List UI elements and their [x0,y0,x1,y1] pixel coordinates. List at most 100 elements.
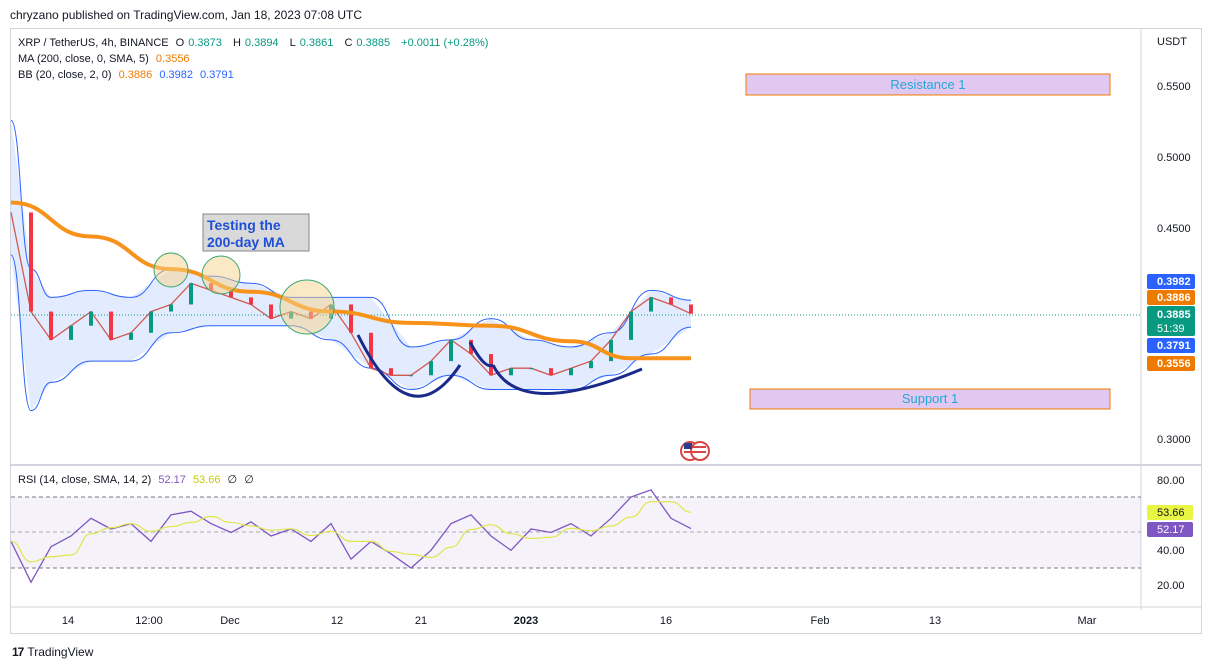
candle [389,368,393,376]
candle [669,297,673,305]
time-tick: Dec [220,615,240,627]
bb-legend[interactable]: BB (20, close, 2, 0) 0.3886 0.3982 0.379… [18,69,238,81]
rsi-tag-value [1147,522,1193,537]
candle [589,361,593,369]
test-circle-1[interactable] [153,252,189,288]
price-tag-ma [1147,356,1195,371]
ma-legend[interactable]: MA (200, close, 0, SMA, 5) 0.3556 [18,53,194,65]
time-tick: 16 [660,615,672,627]
candle [69,325,73,340]
footer-branding[interactable]: 17 TradingView [12,645,93,659]
time-tick: 12:00 [135,615,163,627]
candle [469,339,473,355]
candle [249,297,253,305]
candle [649,297,653,312]
rsi-tick: 40.00 [1157,545,1185,557]
callout-line-1: Testing the [207,217,281,233]
rsi-tag-ma-text: 53.66 [1157,507,1185,519]
support-label: Support 1 [902,391,958,406]
support-zone[interactable] [749,388,1111,410]
bb-legend-upper: 0.3982 [159,69,193,81]
price-axis-currency: USDT [1157,36,1187,48]
candle [269,304,273,319]
symbol-name[interactable]: XRP / TetherUS, 4h, BINANCE [18,37,169,49]
test-circle-3[interactable] [279,279,335,335]
candle [509,368,513,376]
rsi-tag-ma [1147,505,1193,520]
candle [369,332,373,369]
price-tag-last [1147,306,1195,336]
candle [29,212,33,312]
rsi-legend-na-1: ∅ [227,474,238,486]
candle [409,375,413,377]
rsi-tick: 20.00 [1157,580,1185,592]
time-tick: 12 [331,615,343,627]
ma-legend-value: 0.3556 [155,53,190,65]
tradingview-logo-icon: 17 [12,645,24,659]
flag-icon[interactable] [680,441,710,461]
price-tag-last-text: 0.3885 [1157,309,1191,321]
ohlc-open: O 0.3873 [175,37,222,49]
candle [349,304,353,333]
price-tick: 0.5000 [1157,152,1191,164]
price-tag-bb-lower [1147,338,1195,353]
rsi-legend-value: 52.17 [158,474,186,486]
time-tick: Mar [1078,615,1097,627]
rsi-tick: 80.00 [1157,475,1185,487]
price-tag-bb-lower-text: 0.3791 [1157,340,1191,352]
candle [449,339,453,362]
callout-line-2: 200-day MA [207,234,285,250]
time-tick: 14 [62,615,74,627]
rsi-line [10,489,692,584]
candle [629,311,633,340]
pattern-head[interactable] [468,341,494,368]
time-tick: 21 [415,615,427,627]
time-tick: Feb [811,615,830,627]
candle [169,304,173,312]
time-tick: 13 [929,615,941,627]
price-tick: 0.4500 [1157,223,1191,235]
chart-frame [10,28,1202,634]
candle [689,304,693,314]
price-tick: 0.3000 [1157,434,1191,446]
ma-legend-label: MA (200, close, 0, SMA, 5) [18,53,149,65]
candle [89,311,93,326]
resistance-zone[interactable] [745,73,1111,96]
resistance-label: Resistance 1 [890,77,965,92]
candle [569,368,573,376]
callout-box[interactable] [202,213,310,252]
candle [189,283,193,305]
symbol-legend: XRP / TetherUS, 4h, BINANCE O 0.3873 H 0.3… [18,37,492,49]
test-circle-2[interactable] [201,255,241,295]
bb-legend-lower: 0.3791 [200,69,234,81]
candle [609,339,613,362]
candle [129,332,133,340]
bb-legend-label: BB (20, close, 2, 0) [18,69,112,81]
published-caption: chryzano published on TradingView.com, J… [10,8,362,22]
candle [229,290,233,298]
candle [529,368,533,370]
price-tag-bb-basis-text: 0.3886 [1157,292,1191,304]
ohlc-close: C 0.3885 [344,37,391,49]
price-tag-bb-upper-text: 0.3982 [1157,276,1191,288]
ohlc-low: L 0.3861 [289,37,334,49]
ma200-line [10,200,691,361]
rsi-tag-value-text: 52.17 [1157,524,1185,536]
pattern-right-shoulder[interactable] [491,364,643,395]
candle [549,368,553,376]
price-tag-countdown: 51:39 [1157,323,1185,335]
candle [429,361,433,376]
price-tag-ma-text: 0.3556 [1157,358,1191,370]
tradingview-brand: TradingView [27,645,94,659]
price-tag-bb-basis [1147,290,1195,305]
pattern-left-shoulder[interactable] [356,334,462,398]
bollinger-lower-line [10,254,692,412]
rsi-legend-ma: 53.66 [192,474,221,486]
price-tag-bb-upper [1147,274,1195,289]
candle [49,311,53,340]
ohlc-high: H 0.3894 [232,37,279,49]
rsi-legend-label: RSI (14, close, SMA, 14, 2) [18,474,152,486]
rsi-legend-na-2: ∅ [244,474,254,486]
rsi-legend[interactable]: RSI (14, close, SMA, 14, 2) 52.17 53.66 … [18,473,258,486]
